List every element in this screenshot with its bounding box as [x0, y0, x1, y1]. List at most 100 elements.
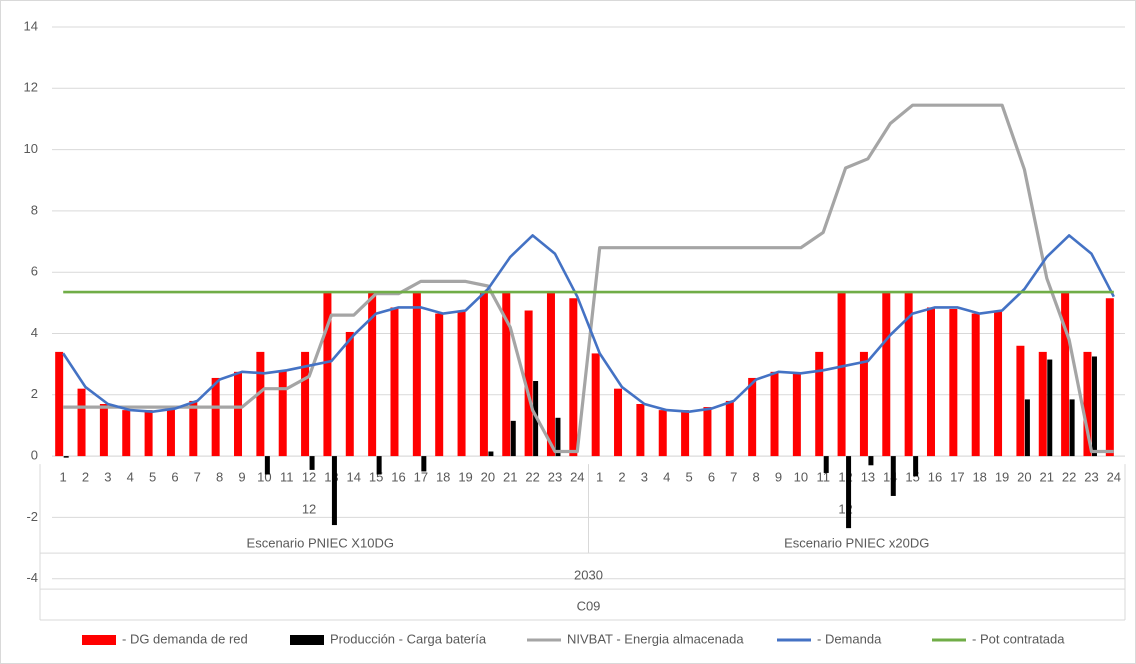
line: [63, 103, 1114, 454]
bar: [546, 292, 555, 457]
bar: [1038, 351, 1047, 457]
bar: [309, 456, 315, 470]
x-tick-label: 6: [171, 470, 178, 485]
bar: [368, 292, 377, 457]
x-tick-label: 17: [414, 470, 428, 485]
bar: [345, 331, 354, 457]
bar: [614, 388, 623, 457]
bar: [859, 351, 868, 457]
bar: [278, 370, 287, 457]
bar: [412, 292, 421, 457]
bar: [323, 292, 332, 457]
bar: [63, 456, 69, 458]
x-group-label: C09: [577, 599, 601, 614]
y-tick-label: 10: [24, 141, 38, 156]
x-group-label: Escenario PNIEC X10DG: [247, 536, 394, 551]
x-tick-label: 5: [149, 470, 156, 485]
bar: [234, 371, 243, 457]
bar: [703, 407, 712, 457]
x-tick-label: 3: [104, 470, 111, 485]
legend-label: - Pot contratada: [972, 631, 1065, 646]
bar: [815, 351, 824, 457]
x-tick-label: 23: [548, 470, 562, 485]
x-tick-label: 8: [216, 470, 223, 485]
legend-label: NIVBAT - Energia almacenada: [567, 631, 744, 646]
bar: [421, 456, 427, 472]
x-group-label: Escenario PNIEC x20DG: [784, 536, 929, 551]
x-group-label: 2030: [574, 568, 603, 583]
x-tick-label: 2: [618, 470, 625, 485]
bar: [479, 292, 488, 457]
bar: [913, 456, 919, 477]
bar: [301, 351, 310, 457]
x-tick-label: 24: [1107, 470, 1121, 485]
bar: [524, 310, 533, 457]
x-tick-label: 24: [570, 470, 584, 485]
y-tick-label: -2: [26, 509, 38, 524]
bar: [502, 292, 511, 457]
x-tick-label: 16: [391, 470, 405, 485]
bar: [77, 388, 86, 457]
x-tick-label: 1: [596, 470, 603, 485]
bar: [846, 456, 852, 529]
bar: [926, 307, 935, 457]
x-tick-label: 7: [730, 470, 737, 485]
bar: [331, 456, 337, 526]
bar: [971, 313, 980, 457]
bar: [510, 420, 516, 457]
bar: [256, 351, 265, 457]
bar: [681, 410, 690, 457]
bar: [904, 292, 913, 457]
legend-swatch: [290, 635, 324, 645]
bar: [457, 310, 466, 457]
annotation: 12: [302, 502, 316, 517]
bar: [882, 292, 891, 457]
bar: [390, 307, 399, 457]
x-tick-label: 22: [1062, 470, 1076, 485]
bar: [748, 377, 757, 457]
x-tick-label: 9: [238, 470, 245, 485]
bar: [890, 456, 896, 496]
bar: [144, 410, 153, 457]
y-tick-label: 4: [31, 325, 38, 340]
y-tick-label: -4: [26, 570, 38, 585]
x-tick-label: 11: [280, 470, 294, 485]
bar: [166, 407, 175, 457]
bar: [591, 353, 600, 457]
x-tick-label: 13: [861, 470, 875, 485]
bar: [1069, 399, 1075, 457]
x-tick-label: 21: [503, 470, 517, 485]
x-tick-label: 16: [928, 470, 942, 485]
x-tick-label: 20: [481, 470, 495, 485]
bar: [55, 351, 64, 457]
legend-swatch: [82, 635, 116, 645]
legend-label: - DG demanda de red: [122, 631, 248, 646]
y-tick-label: 6: [31, 264, 38, 279]
bar: [264, 456, 270, 475]
y-tick-label: 12: [24, 80, 38, 95]
bar: [1105, 298, 1114, 457]
legend-label: Producción - Carga batería: [330, 631, 487, 646]
x-tick-label: 1: [60, 470, 67, 485]
bar: [488, 451, 494, 457]
y-tick-label: 14: [24, 18, 38, 33]
y-tick-label: 8: [31, 202, 38, 217]
bar: [658, 410, 667, 457]
bar: [823, 456, 829, 473]
x-tick-label: 18: [972, 470, 986, 485]
bar: [1083, 351, 1092, 457]
bar: [994, 310, 1003, 457]
y-tick-label: 0: [31, 448, 38, 463]
bar: [792, 373, 801, 457]
x-tick-label: 18: [436, 470, 450, 485]
x-tick-label: 22: [525, 470, 539, 485]
x-tick-label: 3: [641, 470, 648, 485]
x-tick-label: 5: [685, 470, 692, 485]
bar: [725, 400, 734, 457]
x-tick-label: 19: [458, 470, 472, 485]
x-tick-label: 17: [950, 470, 964, 485]
x-tick-label: 4: [127, 470, 134, 485]
x-tick-label: 20: [1017, 470, 1031, 485]
